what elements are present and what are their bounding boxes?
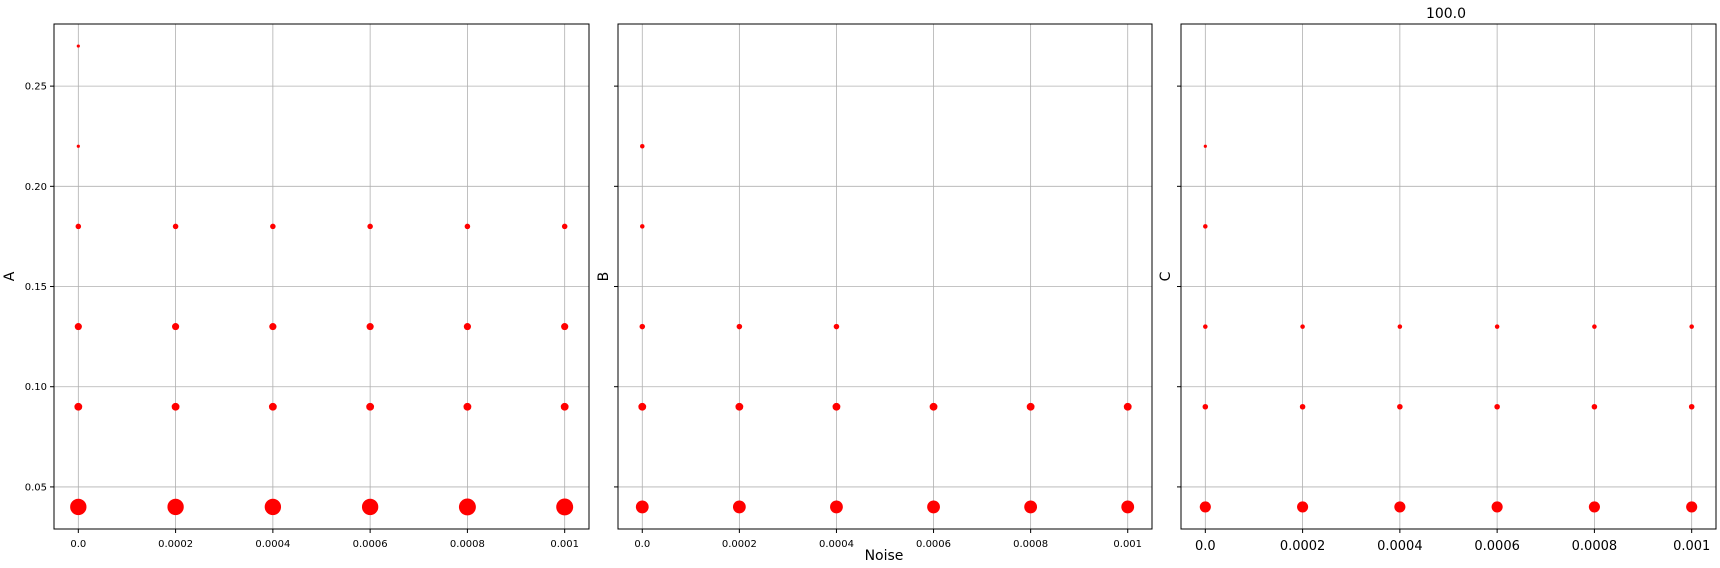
data-point <box>638 402 647 411</box>
subplot-2: 0.0 0.0002 0.0004 0.0006 0.0008 0.001 B <box>596 23 1153 550</box>
data-point <box>172 223 179 230</box>
data-point <box>366 323 374 331</box>
data-point <box>463 323 471 331</box>
figure-suptitle: 100.0 <box>1426 6 1466 22</box>
data-point <box>76 44 80 48</box>
data-point <box>639 323 646 330</box>
data-point <box>1024 500 1038 514</box>
data-point <box>264 498 282 516</box>
data-point <box>1591 403 1598 410</box>
data-point <box>1592 324 1597 329</box>
data-point <box>74 402 83 411</box>
x-tick-label: 0.001 <box>1113 539 1142 550</box>
data-point <box>1203 224 1208 229</box>
data-point <box>361 498 379 516</box>
y-axis-label: A <box>2 271 18 281</box>
data-point <box>1397 324 1403 329</box>
data-point <box>167 498 184 516</box>
axes-frame <box>53 23 590 530</box>
x-tick-label: 0.0002 <box>1280 539 1326 554</box>
data-point <box>1394 501 1406 513</box>
x-tick-label: 0.0 <box>70 539 86 550</box>
subplot-3: 0.0 0.0002 0.0004 0.0006 0.0008 0.001 C <box>1158 23 1717 554</box>
data-point <box>927 500 940 514</box>
y-tick-label: 0.05 <box>25 482 47 493</box>
x-tick-label: 0.0008 <box>450 539 485 550</box>
data-point <box>929 402 938 411</box>
y-axis-label: C <box>1158 271 1174 281</box>
data-point <box>736 323 743 330</box>
subplot-panels: 0.0 0.0002 0.0004 0.0006 0.0008 0.001 0.05 0.10… <box>2 23 1717 554</box>
data-point <box>561 223 568 230</box>
data-point <box>171 402 180 411</box>
data-point <box>833 323 840 330</box>
y-tick-label: 0.15 <box>25 282 47 293</box>
data-point <box>70 498 87 516</box>
data-point <box>1199 501 1211 513</box>
x-tick-label: 0.0006 <box>916 539 951 550</box>
x-tick-label: 0.0006 <box>1474 539 1520 554</box>
data-point <box>269 323 277 331</box>
x-tick-label: 0.0008 <box>1572 539 1618 554</box>
data-point <box>1202 403 1209 410</box>
data-point <box>635 500 649 514</box>
data-point <box>1297 501 1309 513</box>
data-point <box>1588 501 1600 513</box>
data-point <box>1494 324 1500 329</box>
x-tick-label: 0.0004 <box>255 539 290 550</box>
data-point <box>268 402 277 411</box>
data-point <box>1491 501 1503 513</box>
x-tick-label: 0.001 <box>1673 539 1710 554</box>
y-tick-label: 0.10 <box>25 382 47 393</box>
x-tick-label: 0.0 <box>634 539 650 550</box>
data-point <box>1494 403 1500 410</box>
axes-frame <box>1180 23 1717 530</box>
subplot-1: 0.0 0.0002 0.0004 0.0006 0.0008 0.001 0.05 0.10… <box>2 23 590 550</box>
data-point <box>367 223 373 230</box>
data-point <box>1300 324 1305 329</box>
data-point <box>75 223 82 230</box>
y-tick-label: 0.25 <box>25 82 47 93</box>
data-point <box>830 500 843 514</box>
y-axis-label: B <box>596 272 612 282</box>
data-point <box>76 144 80 148</box>
shared-x-axis-label: Noise <box>865 548 904 564</box>
data-point <box>1026 402 1035 411</box>
data-point <box>74 323 82 331</box>
data-point <box>366 402 375 411</box>
data-point <box>270 223 276 230</box>
data-point <box>1203 144 1207 148</box>
data-point <box>556 498 574 516</box>
data-point <box>640 143 645 149</box>
x-tick-label: 0.0002 <box>158 539 193 550</box>
data-point <box>1123 402 1132 411</box>
data-point <box>464 223 471 230</box>
x-tick-label: 0.0008 <box>1013 539 1048 550</box>
data-point <box>735 402 744 411</box>
x-tick-label: 0.0004 <box>1377 539 1423 554</box>
data-point <box>832 402 841 411</box>
data-point <box>1686 501 1698 513</box>
data-point <box>1299 403 1306 410</box>
data-point <box>463 402 472 411</box>
data-point <box>1689 324 1694 329</box>
data-point <box>561 323 569 331</box>
data-point <box>640 224 645 229</box>
x-tick-label: 0.0 <box>1195 539 1216 554</box>
data-point <box>560 402 569 411</box>
data-point <box>1203 324 1208 329</box>
x-tick-label: 0.0004 <box>819 539 854 550</box>
axes-frame <box>617 23 1153 530</box>
x-tick-label: 0.0002 <box>722 539 757 550</box>
x-tick-label: 0.001 <box>550 539 579 550</box>
data-point <box>172 323 180 331</box>
x-tick-label: 0.0006 <box>353 539 388 550</box>
data-point <box>1688 403 1695 410</box>
data-point <box>1121 500 1135 514</box>
data-point <box>1397 403 1403 410</box>
data-point <box>732 500 746 514</box>
y-tick-label: 0.20 <box>25 182 47 193</box>
data-point <box>458 498 476 516</box>
